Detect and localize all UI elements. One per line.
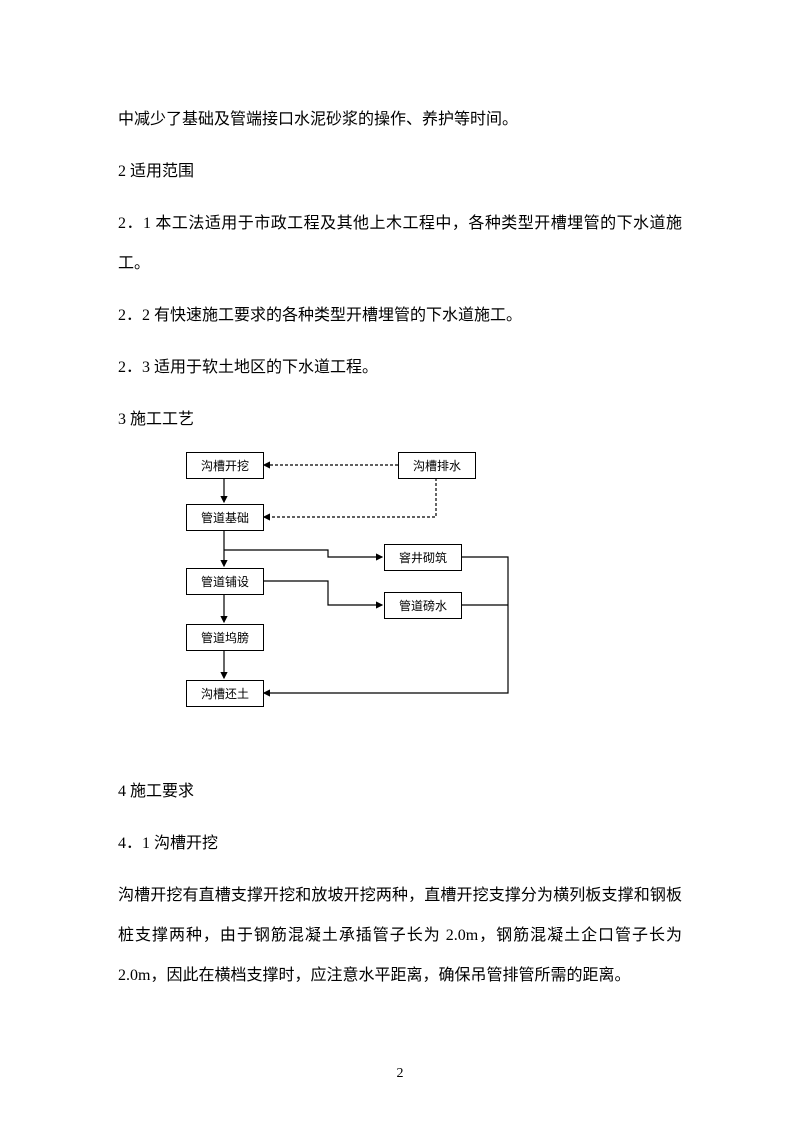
- page-number: 2: [0, 1066, 800, 1082]
- paragraph-2-2: 2．2 有快速施工要求的各种类型开槽埋管的下水道施工。: [118, 296, 682, 336]
- flowchart-node-backfill: 沟槽还土: [186, 680, 264, 707]
- flowchart-node-haunching: 管道坞膀: [186, 624, 264, 651]
- flowchart-node-excavation: 沟槽开挖: [186, 452, 264, 479]
- node-label: 沟槽开挖: [201, 457, 249, 474]
- flowchart-node-manhole: 窨井砌筑: [384, 544, 462, 571]
- node-label: 管道磅水: [399, 597, 447, 614]
- node-label: 沟槽排水: [413, 457, 461, 474]
- node-label: 管道基础: [201, 509, 249, 526]
- node-label: 沟槽还土: [201, 685, 249, 702]
- paragraph-2-3: 2．3 适用于软土地区的下水道工程。: [118, 348, 682, 388]
- heading-requirements: 4 施工要求: [118, 772, 682, 812]
- node-label: 窨井砌筑: [399, 549, 447, 566]
- flowchart: 沟槽开挖 沟槽排水 管道基础 管道铺设 窨井砌筑 管道磅水 管道坞膀 沟槽还土: [168, 452, 548, 732]
- flowchart-node-foundation: 管道基础: [186, 504, 264, 531]
- heading-process: 3 施工工艺: [118, 400, 682, 440]
- node-label: 管道铺设: [201, 573, 249, 590]
- document-content: 中减少了基础及管端接口水泥砂浆的操作、养护等时间。 2 适用范围 2．1 本工法…: [0, 0, 800, 996]
- paragraph-continuation: 中减少了基础及管端接口水泥砂浆的操作、养护等时间。: [118, 100, 682, 140]
- heading-4-1: 4．1 沟槽开挖: [118, 824, 682, 864]
- flowchart-node-drainage: 沟槽排水: [398, 452, 476, 479]
- flowchart-node-watertest: 管道磅水: [384, 592, 462, 619]
- heading-scope: 2 适用范围: [118, 152, 682, 192]
- flowchart-node-laying: 管道铺设: [186, 568, 264, 595]
- paragraph-4-1-body: 沟槽开挖有直槽支撑开挖和放坡开挖两种，直槽开挖支撑分为横列板支撑和钢板桩支撑两种…: [118, 876, 682, 996]
- node-label: 管道坞膀: [201, 629, 249, 646]
- paragraph-2-1: 2．1 本工法适用于市政工程及其他上木工程中，各种类型开槽埋管的下水道施工。: [118, 204, 682, 284]
